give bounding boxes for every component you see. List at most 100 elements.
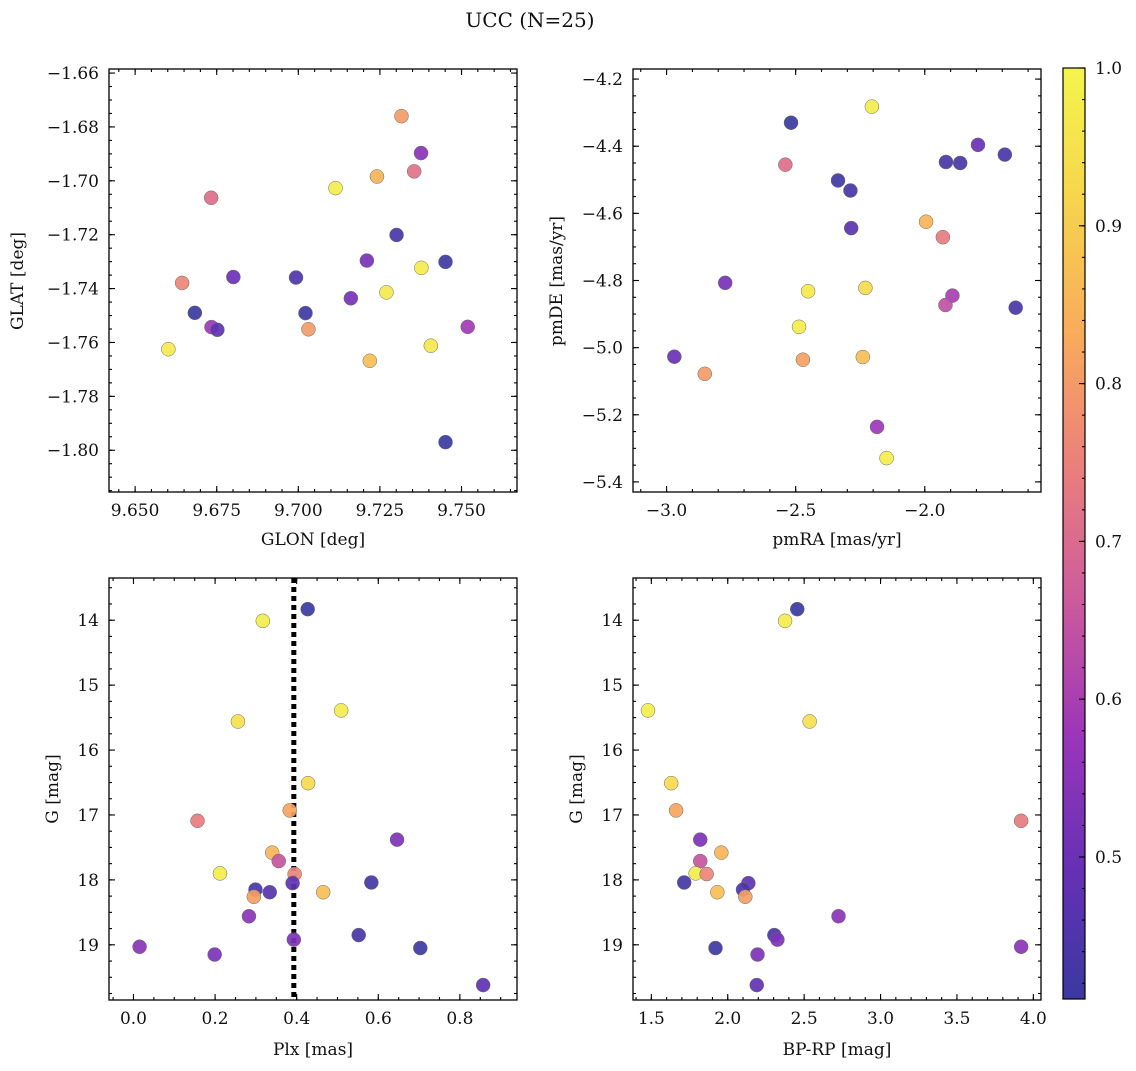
- scatter-point: [351, 927, 366, 943]
- colorbar-tick-label: 0.6: [1095, 690, 1122, 710]
- scatter-point: [132, 939, 147, 955]
- y-tick-label: 16: [77, 741, 99, 761]
- scatter-point: [791, 319, 807, 335]
- scatter-point: [379, 285, 394, 300]
- scatter-point: [288, 270, 304, 285]
- axes-frame: [632, 68, 1042, 493]
- scatter-point: [246, 889, 262, 905]
- y-axis-label: G [mag]: [43, 754, 63, 823]
- scatter-point: [475, 977, 491, 993]
- scatter-point: [174, 275, 190, 291]
- scatter-point: [749, 977, 765, 993]
- scatter-point: [298, 305, 313, 321]
- scatter-point: [935, 229, 951, 245]
- y-tick-label: 18: [77, 871, 99, 891]
- scatter-point: [1013, 939, 1029, 955]
- scatter-point: [438, 434, 453, 450]
- y-axis-label: GLAT [deg]: [8, 232, 28, 330]
- scatter-point: [997, 147, 1013, 162]
- scatter-point: [714, 845, 729, 860]
- scatter-point: [300, 775, 316, 791]
- x-axis-label: BP-RP [mag]: [783, 1040, 892, 1060]
- x-tick-label: 0.4: [283, 1009, 310, 1029]
- x-tick-label: 0.2: [202, 1009, 229, 1029]
- y-tick-label: 19: [601, 936, 623, 956]
- y-tick-label: 15: [77, 676, 99, 696]
- scatter-point: [864, 99, 880, 114]
- scatter-point: [795, 352, 811, 367]
- y-tick-label: −5.0: [582, 339, 623, 359]
- x-tick-label: 1.5: [638, 1009, 665, 1029]
- scatter-point: [699, 866, 714, 882]
- scatter-point: [364, 875, 379, 890]
- scatter-point: [831, 908, 846, 924]
- x-tick-label: 9.750: [437, 501, 486, 521]
- scatter-point: [869, 419, 885, 435]
- y-tick-label: −1.72: [47, 226, 99, 246]
- y-tick-label: −1.78: [47, 387, 99, 407]
- colorbar-tick-label: 0.7: [1095, 532, 1122, 552]
- scatter-point: [203, 190, 219, 206]
- scatter-point: [406, 164, 422, 179]
- scatter-point: [783, 115, 799, 130]
- scatter-point: [708, 940, 723, 956]
- colorbar-gradient: [1062, 67, 1086, 1000]
- scatter-point: [286, 932, 302, 947]
- scatter-point: [413, 940, 428, 956]
- scatter-point: [843, 183, 858, 198]
- scatter-point: [668, 803, 684, 818]
- scatter-point: [460, 319, 475, 335]
- x-tick-label: −2.0: [904, 501, 945, 521]
- x-tick-label: 2.5: [791, 1009, 818, 1029]
- y-tick-label: 17: [77, 806, 99, 826]
- x-tick-label: 9.650: [111, 501, 160, 521]
- scatter-point: [790, 601, 805, 617]
- x-tick-label: 0.8: [446, 1009, 473, 1029]
- y-tick-label: −1.80: [47, 441, 99, 461]
- scatter-point: [738, 889, 753, 905]
- scatter-point: [315, 884, 331, 900]
- scatter-point: [717, 275, 733, 291]
- axes-frame: [108, 68, 518, 493]
- scatter-point: [663, 775, 679, 791]
- scatter-point: [938, 154, 954, 170]
- scatter-point: [778, 157, 793, 172]
- scatter-point: [667, 349, 682, 364]
- y-tick-label: −4.8: [582, 272, 623, 292]
- scatter-point: [879, 450, 894, 466]
- scatter-point: [369, 169, 385, 184]
- scatter-point: [389, 832, 405, 847]
- x-tick-label: 9.675: [192, 501, 241, 521]
- y-tick-label: −4.4: [582, 137, 623, 157]
- x-axis-label: GLON [deg]: [261, 530, 365, 550]
- panel-glon-glat: GLON [deg] GLAT [deg] 9.650 9.675 9.700 9.7…: [8, 64, 518, 550]
- scatter-point: [802, 714, 817, 729]
- panel-bprp-gmag: BP-RP [mag] G [mag] 1.5 2.0 2.5 3.0 3.5 4.0 14…: [567, 577, 1047, 1060]
- y-axis-label: G [mag]: [567, 754, 587, 823]
- panel-pmra-pmde: pmRA [mas/yr] pmDE [mas/yr] −3.0 −2.5 −2.0…: [547, 68, 1042, 550]
- y-tick-label: 14: [601, 611, 623, 631]
- y-axis-label: pmDE [mas/yr]: [547, 216, 567, 346]
- scatter-point: [226, 269, 241, 285]
- scatter-point: [970, 137, 986, 153]
- colorbar-tick-label: 0.9: [1095, 217, 1122, 237]
- x-axis-label: Plx [mas]: [273, 1040, 353, 1060]
- scatter-point: [692, 832, 708, 847]
- scatter-point: [207, 947, 222, 962]
- x-tick-label: 4.0: [1020, 1009, 1047, 1029]
- scatter-point: [394, 108, 409, 124]
- scatter-point: [262, 884, 278, 900]
- scatter-point: [187, 305, 203, 321]
- scatter-point: [692, 853, 708, 869]
- scatter-point: [438, 254, 453, 270]
- scatter-point: [328, 180, 343, 196]
- x-axis-label: pmRA [mas/yr]: [772, 530, 901, 550]
- colorbar-tick-label: 1.0: [1095, 59, 1122, 79]
- y-tick-label: 18: [601, 871, 623, 891]
- y-tick-label: 16: [601, 741, 623, 761]
- x-tick-label: 2.0: [714, 1009, 741, 1029]
- scatter-point: [190, 813, 205, 829]
- scatter-point: [1013, 813, 1029, 829]
- scatter-point: [333, 703, 349, 718]
